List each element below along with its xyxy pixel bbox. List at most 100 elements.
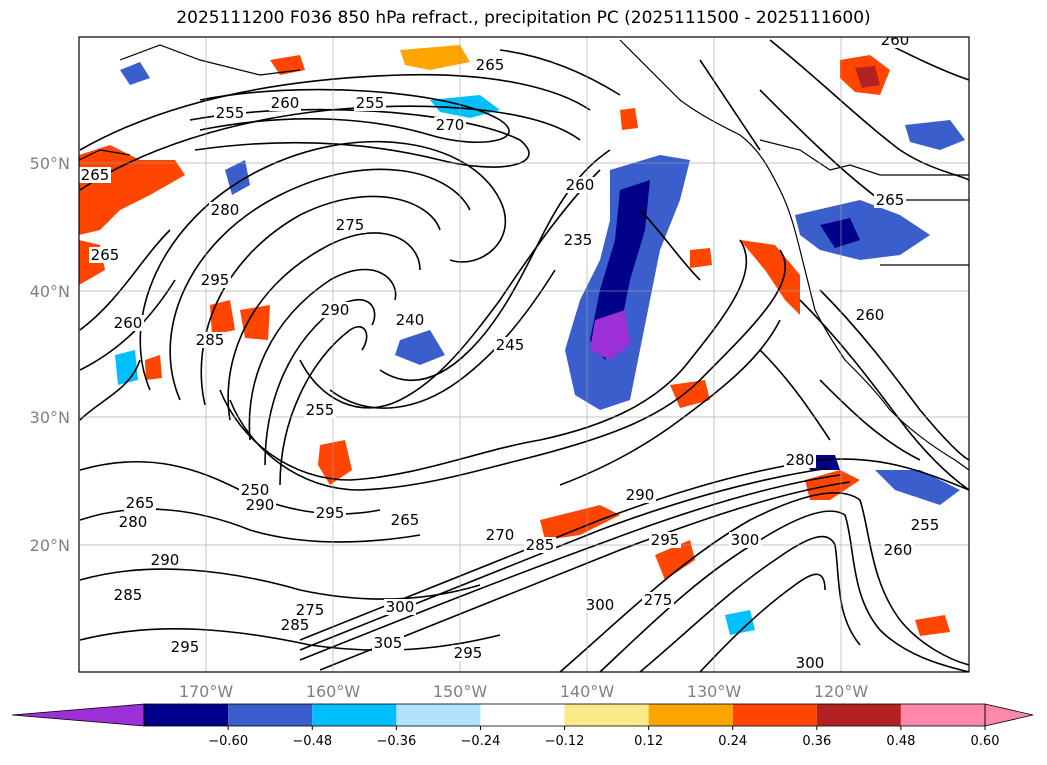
lon-label: 160°W (306, 682, 361, 701)
contour-label-bg (279, 617, 311, 633)
contour-label-bg (124, 495, 156, 511)
contour-label-bg (394, 312, 426, 328)
lon-label: 150°W (433, 682, 488, 701)
colorbar-tick-label: −0.24 (461, 734, 501, 749)
colorbar-segment (228, 704, 313, 726)
contour-label-bg (269, 95, 301, 111)
contour-label: 245 (496, 336, 525, 354)
lon-label: 120°W (814, 682, 869, 701)
colorbar-tick-label: 0.24 (718, 734, 747, 749)
contour-label: 290 (246, 496, 275, 514)
contour-label: 275 (644, 591, 673, 609)
contour-label-bg (874, 192, 906, 208)
contour-label-bg (624, 487, 656, 503)
contour-label-bg (484, 527, 516, 543)
contour-label: 240 (396, 311, 425, 329)
contour-label-bg (452, 645, 484, 661)
contour-label: 265 (126, 494, 155, 512)
contour-label-bg (244, 497, 276, 513)
lon-label: 140°W (560, 682, 615, 701)
colorbar-tick-label: 0.48 (886, 734, 915, 749)
contour-label: 280 (211, 201, 240, 219)
contour-label-bg (194, 332, 226, 348)
contour-label-bg (729, 532, 761, 548)
contour-label: 265 (876, 191, 905, 209)
contour-label-bg (354, 95, 386, 111)
contour-label-bg (214, 105, 246, 121)
contour-label-bg (794, 655, 826, 671)
contour-label: 275 (336, 216, 365, 234)
contour-label: 265 (91, 246, 120, 264)
colorbar-tick-label: −0.48 (292, 734, 332, 749)
contour-label: 260 (271, 94, 300, 112)
contour-label-bg (882, 542, 914, 558)
contour-label: 300 (731, 531, 760, 549)
contour-labels: 260 265 255 270 260 265 255 280 275 265 295 260 285 2… (79, 37, 941, 672)
contour-label-bg (384, 599, 416, 615)
contour-label-bg (372, 635, 404, 651)
contour-label-bg (434, 117, 466, 133)
contour-label: 290 (321, 301, 350, 319)
contour-label-bg (474, 57, 506, 73)
coastline (79, 39, 969, 471)
contour-label: 270 (436, 116, 465, 134)
contour-label: 285 (281, 616, 310, 634)
colorbar-segment (900, 704, 985, 726)
contour-label-bg (89, 247, 121, 263)
contour-label-bg (584, 597, 616, 613)
contour-label: 255 (306, 401, 335, 419)
colorbar-segment (144, 704, 229, 726)
contour-label: 265 (476, 56, 505, 74)
contour-label: 290 (626, 486, 655, 504)
contour-label-bg (524, 537, 556, 553)
contour-label: 260 (114, 314, 143, 332)
contour-label-bg (112, 315, 144, 331)
longitude-labels: 170°W 160°W 150°W 140°W 130°W 120°W (179, 682, 869, 701)
contour-label: 300 (796, 654, 825, 672)
colorbar-extend-high (984, 703, 1034, 727)
contour-label-bg (79, 167, 111, 183)
contour-label-bg (879, 37, 911, 48)
contour-label: 295 (454, 644, 483, 662)
contour-label: 255 (216, 104, 245, 122)
colorbar-tick-label: −0.36 (376, 734, 416, 749)
contour-label: 265 (81, 166, 110, 184)
lon-label: 170°W (179, 682, 234, 701)
contour-label: 280 (119, 513, 148, 531)
plot-frame (78, 36, 970, 673)
colorbar-segment (480, 704, 565, 726)
contour-label-bg (562, 232, 594, 248)
colorbar-segment (732, 704, 817, 726)
latitude-labels: 50°N 40°N 30°N 20°N (30, 154, 70, 555)
contour-label: 295 (201, 271, 230, 289)
lat-label: 40°N (30, 282, 70, 301)
contour-label-bg (304, 402, 336, 418)
lat-label: 30°N (30, 408, 70, 427)
contour-label-bg (564, 177, 596, 193)
colorbar-segment (648, 704, 733, 726)
contour-label-bg (334, 217, 366, 233)
contour-label-bg (389, 512, 421, 528)
contour-label: 235 (564, 231, 593, 249)
contour-label: 295 (316, 504, 345, 522)
contour-label-bg (169, 639, 201, 655)
colorbar-extend-low (11, 703, 145, 727)
contour-label: 260 (884, 541, 913, 559)
contour-label: 285 (196, 331, 225, 349)
contour-label-bg (909, 517, 941, 533)
contour-lines (79, 39, 969, 672)
contour-label-bg (117, 514, 149, 530)
contour-label-bg (149, 552, 181, 568)
colorbar: −0.60 −0.48 −0.36 −0.24 −0.12 0.12 0.24 0.36 0.4… (11, 703, 1034, 749)
contour-label: 305 (374, 634, 403, 652)
lat-label: 50°N (30, 154, 70, 173)
contour-label-bg (784, 452, 816, 468)
contour-label: 255 (356, 94, 385, 112)
colorbar-segment (816, 704, 901, 726)
colorbar-segment (396, 704, 481, 726)
colorbar-segment (312, 704, 397, 726)
plot-area: 260 265 255 270 260 265 255 280 275 265 295 260 285 2… (79, 37, 969, 672)
map-title: 2025111200 F036 850 hPa refract., precip… (176, 8, 871, 28)
colorbar-tick-label: 0.36 (802, 734, 831, 749)
contour-label-bg (314, 505, 346, 521)
